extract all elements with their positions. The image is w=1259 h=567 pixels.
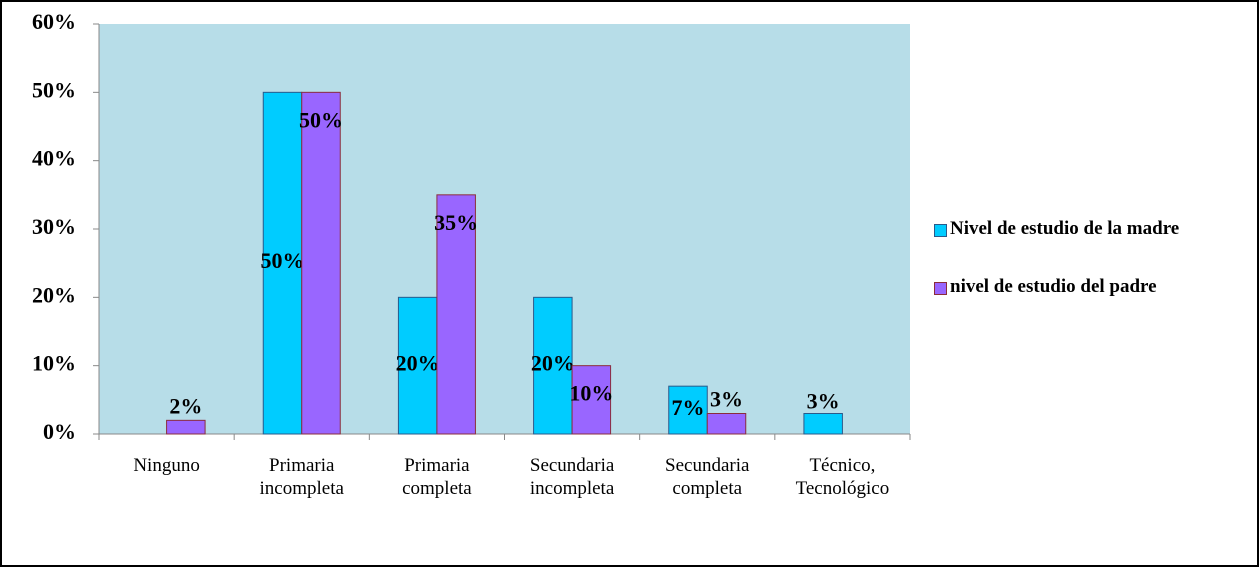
legend-swatch	[934, 282, 947, 295]
bar	[803, 413, 843, 435]
y-tick-label: 40%	[32, 146, 76, 171]
data-label: 10%	[569, 381, 613, 406]
x-tick-label: Primaria completa	[402, 455, 472, 499]
y-tick-label: 10%	[32, 351, 76, 376]
bar	[262, 91, 303, 435]
x-tick-label: Secundaria incompleta	[529, 455, 615, 499]
bar	[301, 91, 341, 435]
data-label: 3%	[807, 389, 840, 414]
y-tick-label: 50%	[32, 77, 76, 102]
y-tick-label: 20%	[32, 282, 76, 307]
x-tick-label: Primaria incompleta	[259, 455, 344, 499]
x-tick-label: Técnico, Tecnológico	[795, 455, 890, 499]
data-label: 50%	[299, 107, 343, 132]
y-tick-label: 30%	[32, 214, 76, 239]
x-tick-label: Secundaria completa	[665, 455, 750, 499]
bar	[436, 194, 476, 435]
x-tick-label: Ninguno	[133, 455, 200, 476]
data-label: 50%	[261, 248, 305, 273]
data-label: 2%	[169, 393, 202, 418]
bar	[166, 419, 206, 435]
bar	[533, 296, 573, 435]
legend-swatch	[934, 224, 947, 237]
plot-area	[99, 24, 910, 434]
data-label: 3%	[710, 387, 743, 412]
data-label: 20%	[396, 351, 440, 376]
y-tick-label: 60%	[32, 9, 76, 34]
legend-entry: Nivel de estudio de la madre	[950, 218, 1180, 239]
data-label: 20%	[531, 351, 575, 376]
bar	[706, 413, 747, 435]
legend-entry: nivel de estudio del padre	[950, 276, 1157, 297]
y-tick-label: 0%	[43, 419, 76, 444]
bar	[668, 385, 708, 435]
data-label: 35%	[434, 210, 478, 235]
bar	[571, 365, 612, 435]
bar	[397, 296, 438, 435]
data-label: 7%	[672, 395, 705, 420]
